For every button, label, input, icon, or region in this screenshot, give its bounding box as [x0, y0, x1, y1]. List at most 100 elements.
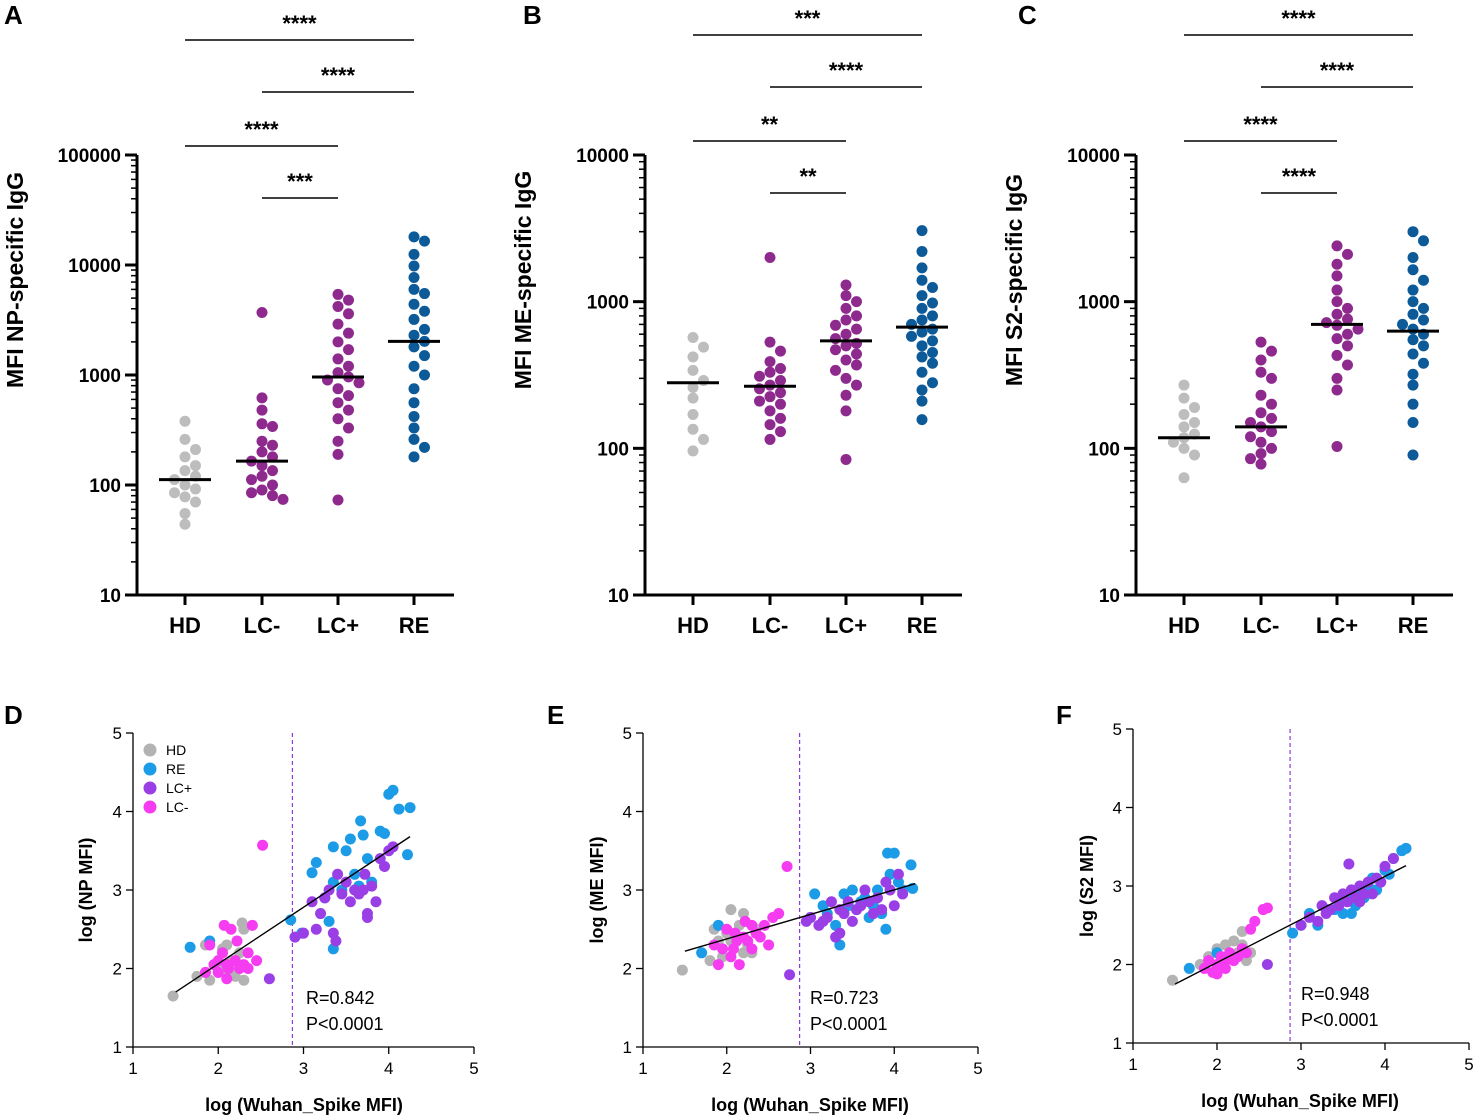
panel-b-y-tick-label: 1000: [587, 293, 629, 314]
panel-c-point-lcplus: [1352, 323, 1364, 335]
panel-a-point-lcminus: [256, 484, 268, 496]
panel-b-point-lcplus: [840, 389, 852, 401]
panel-a-point-hd: [179, 415, 191, 427]
panel-d-point-re: [344, 833, 356, 845]
panel-c-point-hd: [1189, 401, 1200, 413]
panel-a-point-lcplus: [343, 360, 354, 372]
panel-d-point-lcminus: [221, 973, 233, 985]
panel-b-point-hd: [698, 375, 709, 387]
panel-b-significance-label: ****: [829, 58, 864, 83]
panel-e-regression-line: [684, 883, 916, 952]
panel-d-x-tick-label: 4: [384, 1059, 393, 1078]
panel-a-point-hd: [179, 491, 191, 503]
panel-a-point-re: [408, 360, 420, 372]
panel-d-point-re: [355, 815, 367, 827]
panel-b-point-lcplus: [840, 340, 852, 352]
panel-a-point-re: [419, 369, 430, 381]
panel-b-point-re: [916, 290, 928, 302]
panel-d-legend-marker-hd: [143, 743, 157, 757]
panel-f-point-lcplus: [1312, 915, 1324, 927]
panel-c-x-label-re: RE: [1398, 613, 1429, 638]
panel-b-point-re: [916, 274, 928, 286]
panel-d-point-re: [323, 915, 335, 927]
panel-d-x-tick-label: 2: [214, 1059, 223, 1078]
panel-d-point-re: [327, 841, 339, 853]
panel-a-y-tick-label: 10: [100, 586, 121, 607]
panel-f-point-lcplus: [1261, 959, 1273, 970]
panel-e-point-hd: [738, 947, 749, 959]
panel-d-point-re: [340, 845, 352, 857]
panel-a-point-lcminus: [267, 490, 278, 502]
panel-b-significance-label: **: [799, 164, 817, 189]
panel-e-p-value: P<0.0001: [810, 1014, 888, 1034]
panel-d-point-hd: [236, 917, 248, 929]
panel-c-point-lcminus: [1266, 398, 1277, 410]
panel-d-y-tick-label: 2: [113, 960, 122, 979]
panel-c-point-re: [1407, 264, 1419, 276]
panel-b-point-lcplus: [830, 333, 841, 345]
panel-a-point-re: [408, 383, 420, 395]
panel-d-legend-label-lcplus: LC+: [166, 780, 192, 796]
panel-d-x-title: log (Wuhan_Spike MFI): [205, 1095, 403, 1115]
panel-d-x-tick-label: 1: [128, 1059, 137, 1078]
panel-c-x-label-lcminus: LC-: [1243, 613, 1280, 638]
panel-b-point-lcminus: [754, 370, 765, 382]
panel-a-point-hd: [179, 465, 191, 477]
panel-b-point-lcplus: [851, 323, 862, 335]
panel-a-y-tick-label: 100000: [58, 146, 121, 167]
panel-f-point-hd: [1236, 926, 1248, 938]
panel-b-point-lcplus: [840, 314, 852, 326]
panel-d-point-lcplus: [340, 876, 352, 888]
panel-c-point-hd: [1178, 379, 1190, 391]
panel-b-point-lcplus: [851, 348, 862, 360]
panel-c-point-re: [1418, 314, 1429, 326]
panel-e-point-re: [712, 919, 724, 931]
panel-c-point-hd: [1168, 436, 1179, 448]
panel-d-legend-marker-lcplus: [143, 781, 157, 795]
panel-d-legend-marker-re: [143, 762, 157, 776]
panel-c-point-re: [1407, 308, 1419, 320]
panel-c-point-lcplus: [1321, 317, 1332, 329]
panel-a-point-hd: [190, 483, 201, 495]
panel-b-point-lcminus: [775, 398, 786, 410]
panel-c-point-hd: [1178, 472, 1190, 484]
panel-a-point-lcplus: [332, 383, 344, 395]
panel-b-point-re: [916, 314, 928, 326]
panel-f-point-lcplus: [1343, 858, 1355, 870]
panel-d-point-lcplus: [310, 923, 322, 935]
panel-f-point-re: [1345, 907, 1357, 919]
panel-a-point-lcplus: [332, 435, 344, 447]
panel-f-point-lcplus: [1354, 896, 1366, 908]
panel-c-point-re: [1418, 274, 1429, 286]
panel-c-point-hd: [1189, 417, 1200, 429]
panel-a-point-re: [408, 397, 420, 409]
panel-a-y-tick-label: 1000: [79, 366, 121, 387]
panel-a-point-lcminus: [256, 470, 268, 482]
panel-a-point-lcplus: [332, 367, 344, 379]
panel-b-point-lcminus: [775, 426, 786, 438]
panel-c-point-lcminus: [1255, 458, 1267, 470]
panel-b-x-label-lcplus: LC+: [825, 613, 867, 638]
panel-c-point-re: [1418, 357, 1429, 369]
panel-a-point-re: [408, 271, 420, 283]
panel-c-y-tick-label: 100: [1088, 439, 1120, 460]
panel-c-point-lcminus: [1255, 436, 1267, 448]
panel-d-point-hd: [167, 990, 179, 1002]
panel-f-point-hd: [1166, 974, 1178, 986]
panel-c-point-lcplus: [1331, 333, 1343, 345]
panel-e-y-tick-label: 1: [623, 1038, 632, 1057]
panel-d-point-lcplus: [344, 896, 356, 908]
panel-d-y-title: log (NP MFI): [76, 838, 96, 943]
panel-d-legend-label-hd: HD: [166, 742, 186, 758]
panel-letter-a: A: [4, 0, 23, 30]
panel-a-point-lcminus: [267, 439, 278, 451]
panel-b-point-lcplus: [840, 354, 852, 366]
panel-e-point-lcplus: [897, 888, 909, 900]
panel-b-point-re: [927, 310, 938, 322]
panel-c-point-lcminus: [1245, 453, 1256, 465]
panel-a-point-re: [408, 422, 420, 434]
panel-f-x-title: log (Wuhan_Spike MFI): [1201, 1091, 1399, 1111]
panel-c-point-lcplus: [1331, 284, 1343, 296]
panel-a-y-title: MFI NP-specific IgG: [2, 172, 28, 388]
